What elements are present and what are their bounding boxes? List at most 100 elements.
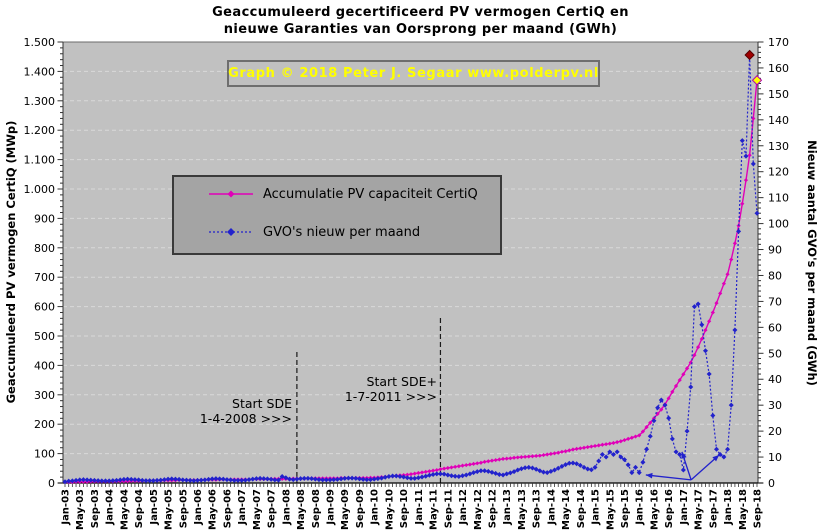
data-point (640, 429, 645, 434)
x-tick-label: May-06 (208, 489, 219, 530)
data-point (615, 440, 620, 445)
data-point (331, 477, 337, 483)
data-point (677, 378, 682, 383)
x-tick-label: May-15 (605, 489, 616, 530)
data-point (147, 478, 153, 484)
svg-text:Sep-09: Sep-09 (355, 489, 366, 528)
svg-text:Sep-03: Sep-03 (90, 489, 101, 528)
data-point (290, 477, 296, 483)
data-point (666, 415, 672, 421)
data-point (478, 460, 484, 465)
svg-text:Sep-10: Sep-10 (399, 489, 410, 528)
right-tick-label: 110 (768, 192, 789, 205)
data-point (448, 473, 454, 479)
svg-text:Sep-16: Sep-16 (664, 489, 675, 528)
data-point (393, 473, 399, 479)
x-tick-label: Sep-08 (311, 489, 322, 528)
data-point (323, 477, 329, 483)
left-tick-label: 1.100 (24, 154, 56, 167)
svg-text:May-16: May-16 (649, 489, 660, 530)
data-point (658, 397, 664, 403)
data-point (577, 462, 583, 468)
data-point (423, 469, 428, 474)
data-point (202, 477, 208, 483)
data-point (180, 477, 186, 483)
data-point (648, 420, 653, 425)
data-point (552, 451, 557, 456)
annotation-start-sde-line2: 1-4-2008 >>> (199, 411, 292, 426)
x-tick-label: Jan-06 (193, 489, 204, 526)
data-point (128, 476, 134, 482)
right-tick-label: 0 (768, 477, 775, 490)
svg-text:May-12: May-12 (473, 489, 484, 530)
svg-text:May-09: May-09 (340, 489, 351, 530)
svg-text:May-17: May-17 (694, 489, 705, 530)
svg-text:Sep-06: Sep-06 (222, 489, 233, 528)
x-tick-label: Sep-05 (178, 489, 189, 528)
data-point (442, 466, 447, 471)
annotation-start-sde-plus-line1: Start SDE+ (366, 374, 437, 389)
data-point (666, 396, 671, 401)
svg-text:Jan-07: Jan-07 (237, 489, 248, 526)
annotation-arrow (645, 474, 692, 481)
right-tick-label: 10 (768, 451, 782, 464)
data-point (342, 475, 348, 481)
data-point (610, 451, 616, 457)
legend-line-sample-accumulatie (209, 190, 253, 198)
svg-text:Sep-05: Sep-05 (178, 489, 189, 528)
svg-text:May-06: May-06 (208, 489, 219, 530)
x-tick-label: Jan-14 (546, 489, 557, 526)
data-point (684, 366, 690, 371)
data-point (408, 475, 414, 481)
svg-text:Sep-12: Sep-12 (487, 489, 498, 528)
left-tick-label: 700 (34, 271, 55, 284)
svg-text:Jan-09: Jan-09 (326, 489, 337, 526)
data-point (478, 468, 484, 474)
data-point (655, 405, 661, 411)
data-point (522, 465, 528, 471)
data-point (725, 446, 731, 452)
svg-text:Jan-18: Jan-18 (723, 489, 734, 526)
data-point (497, 457, 502, 462)
data-point (88, 477, 94, 483)
data-point (91, 477, 97, 483)
annotation-start-sde-plus-line2: 1-7-2011 >>> (344, 389, 437, 404)
right-tick-label: 30 (768, 399, 782, 412)
left-tick-label: 1.000 (24, 183, 56, 196)
data-point (570, 460, 576, 466)
left-tick-label: 900 (34, 212, 55, 225)
legend: Accumulatie PV capaciteit CertiQ GVO's n… (172, 175, 502, 255)
data-point (603, 442, 609, 447)
svg-text:Sep-17: Sep-17 (708, 489, 719, 528)
data-point (430, 471, 436, 477)
data-point (368, 477, 374, 483)
x-tick-label: May-17 (694, 489, 705, 530)
data-point (552, 467, 558, 473)
data-point (231, 477, 237, 483)
data-point (69, 478, 75, 484)
x-tick-label: May-11 (429, 489, 440, 530)
annotation-arrowhead (681, 451, 687, 459)
data-point (334, 476, 340, 482)
x-tick-label: Sep-07 (267, 489, 278, 528)
svg-text:Sep-11: Sep-11 (443, 489, 454, 528)
data-point (718, 291, 723, 296)
data-point (732, 241, 738, 246)
svg-text:Jan-14: Jan-14 (546, 489, 557, 526)
data-point (471, 470, 477, 476)
svg-text:May-04: May-04 (119, 489, 130, 530)
data-point (585, 466, 591, 472)
data-point (537, 453, 542, 458)
data-point (198, 477, 204, 483)
right-tick-label: 130 (768, 140, 789, 153)
data-point (485, 468, 491, 474)
data-point (651, 418, 657, 424)
x-tick-label: Jan-04 (105, 489, 116, 526)
data-point (316, 477, 322, 483)
data-point (710, 310, 715, 315)
data-point (360, 476, 366, 482)
data-point (570, 447, 576, 452)
data-point (566, 460, 572, 466)
x-tick-label: May-07 (252, 489, 263, 530)
data-point (441, 471, 447, 477)
